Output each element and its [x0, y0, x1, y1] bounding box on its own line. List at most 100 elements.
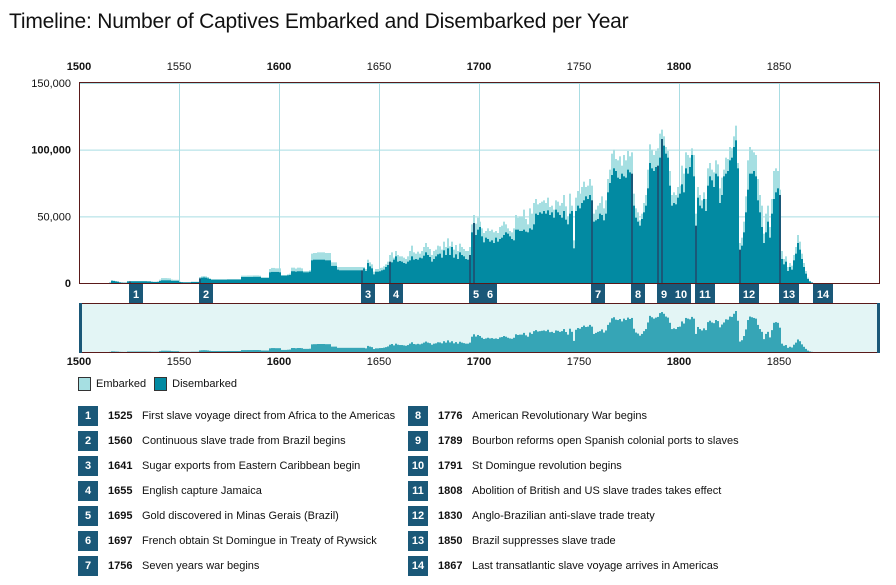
bar-disembarked: [719, 203, 721, 283]
bar-disembarked: [325, 260, 327, 283]
bar-disembarked: [603, 220, 605, 283]
bar-disembarked: [623, 176, 625, 283]
bar-disembarked: [225, 279, 227, 283]
bar-disembarked: [785, 261, 787, 283]
bar-disembarked: [449, 255, 451, 283]
overview-bar: [285, 349, 287, 352]
bar-disembarked: [309, 271, 311, 283]
bar-disembarked: [509, 236, 511, 283]
overview-bar: [517, 334, 519, 352]
bar-disembarked: [649, 163, 651, 283]
bar-disembarked: [713, 187, 715, 283]
overview-bar: [451, 341, 453, 352]
overview-bar: [753, 317, 755, 352]
overview-bar: [395, 343, 397, 352]
bar-disembarked: [241, 277, 243, 283]
overview-tick-label: 1500: [67, 356, 91, 368]
overview-bar: [271, 348, 273, 352]
event-year: 1641: [108, 460, 133, 472]
overview-bar: [401, 345, 403, 352]
bar-disembarked: [271, 271, 273, 283]
overview-bar: [485, 338, 487, 352]
overview-bar: [603, 332, 605, 352]
overview-bar: [249, 350, 251, 352]
bar-disembarked: [575, 211, 577, 283]
bar-disembarked: [773, 199, 775, 283]
overview-bar: [163, 350, 165, 352]
overview-bar: [457, 343, 459, 352]
bar-disembarked: [279, 272, 281, 283]
bar-disembarked: [379, 271, 381, 283]
overview-right-handle[interactable]: [877, 303, 880, 353]
bar-disembarked: [669, 185, 671, 283]
bar-disembarked: [555, 209, 557, 283]
bar-disembarked: [243, 277, 245, 283]
event-year: 1791: [438, 460, 463, 472]
bar-disembarked: [617, 177, 619, 283]
bar-disembarked: [469, 255, 471, 283]
bar-disembarked: [679, 193, 681, 283]
overview-bar: [367, 345, 369, 352]
bar-disembarked: [389, 261, 391, 283]
event-marker-box: [129, 284, 143, 303]
bar-disembarked: [559, 215, 561, 283]
bar-disembarked: [333, 265, 335, 283]
event-item: 7 1756 Seven years war begins: [78, 556, 259, 576]
bar-disembarked: [599, 213, 601, 283]
bar-disembarked: [513, 240, 515, 283]
overview-bar: [273, 348, 275, 352]
bar-disembarked: [375, 271, 377, 283]
bar-disembarked: [505, 232, 507, 283]
timeline-chart[interactable]: 1500 1550 1600 1650 1700 1750 1800 1850 0 50,000…: [0, 0, 896, 400]
bar-disembarked: [653, 171, 655, 283]
bar-disembarked: [797, 243, 799, 283]
overview-bar: [667, 317, 669, 352]
overview-bar: [693, 318, 695, 352]
bar-disembarked: [755, 176, 757, 283]
bar-disembarked: [235, 279, 237, 283]
x-tick-label: 1700: [467, 61, 491, 73]
overview-bar: [469, 342, 471, 352]
overview-navigator[interactable]: [79, 303, 880, 353]
legend-label-disembarked: Disembarked: [172, 378, 237, 390]
overview-left-handle[interactable]: [79, 303, 82, 353]
overview-bar: [173, 351, 175, 352]
overview-bar: [349, 347, 351, 352]
y-tick-label: 150,000: [31, 78, 71, 90]
bar-disembarked: [637, 221, 639, 283]
bar-disembarked: [203, 277, 205, 283]
overview-bar: [475, 336, 477, 352]
overview-bar: [161, 350, 163, 352]
bar-disembarked: [671, 205, 673, 283]
overview-bar: [609, 322, 611, 352]
bar-disembarked: [247, 277, 249, 283]
overview-bar: [661, 312, 663, 352]
event-number-badge: 13: [408, 531, 428, 551]
bar-disembarked: [533, 224, 535, 283]
overview-bar: [581, 326, 583, 352]
bar-disembarked: [681, 184, 683, 283]
bar-disembarked: [163, 280, 165, 283]
bar-disembarked: [707, 185, 709, 283]
bar-disembarked: [305, 272, 307, 283]
overview-bar: [765, 333, 767, 352]
bar-disembarked: [805, 273, 807, 283]
bar-disembarked: [703, 199, 705, 283]
event-marker-box: [389, 284, 403, 303]
overview-bar: [441, 343, 443, 352]
bar-disembarked: [391, 262, 393, 283]
overview-bar: [425, 341, 427, 352]
x-axis-top: 1500 1550 1600 1650 1700 1750 1800 1850: [67, 61, 791, 73]
event-list-left: 1 1525 First slave voyage direct from Af…: [78, 406, 395, 581]
bar-disembarked: [673, 203, 675, 283]
bar-disembarked: [553, 217, 555, 283]
event-marker-box: [671, 284, 691, 303]
bar-disembarked: [655, 167, 657, 283]
overview-bar: [717, 321, 719, 352]
bar-disembarked: [295, 271, 297, 283]
event-year: 1697: [108, 535, 133, 547]
overview-bar: [341, 347, 343, 352]
overview-bar: [525, 335, 527, 352]
overview-bar: [659, 313, 661, 352]
overview-bar: [399, 345, 401, 352]
